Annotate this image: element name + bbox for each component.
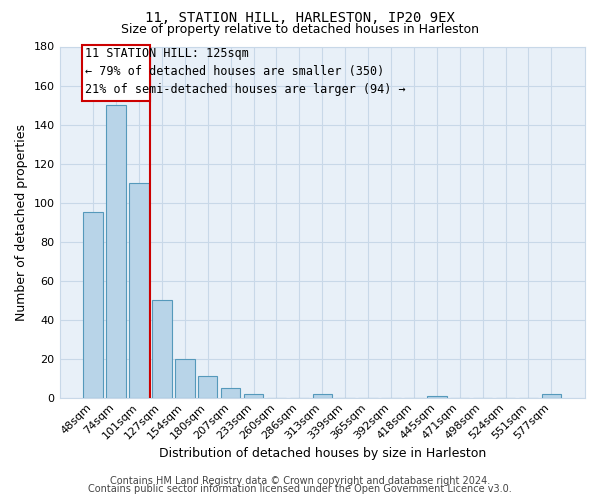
Text: Contains public sector information licensed under the Open Government Licence v3: Contains public sector information licen… — [88, 484, 512, 494]
Y-axis label: Number of detached properties: Number of detached properties — [15, 124, 28, 320]
Text: 11, STATION HILL, HARLESTON, IP20 9EX: 11, STATION HILL, HARLESTON, IP20 9EX — [145, 11, 455, 25]
Bar — [106, 105, 126, 398]
Bar — [221, 388, 241, 398]
FancyBboxPatch shape — [82, 44, 151, 101]
Text: 11 STATION HILL: 125sqm
← 79% of detached houses are smaller (350)
21% of semi-d: 11 STATION HILL: 125sqm ← 79% of detache… — [85, 48, 406, 96]
Bar — [427, 396, 446, 398]
Bar — [129, 183, 149, 398]
Bar — [83, 212, 103, 398]
Bar — [313, 394, 332, 398]
Text: Size of property relative to detached houses in Harleston: Size of property relative to detached ho… — [121, 22, 479, 36]
X-axis label: Distribution of detached houses by size in Harleston: Distribution of detached houses by size … — [158, 447, 486, 460]
Bar — [198, 376, 217, 398]
Text: Contains HM Land Registry data © Crown copyright and database right 2024.: Contains HM Land Registry data © Crown c… — [110, 476, 490, 486]
Bar — [175, 358, 194, 398]
Bar — [152, 300, 172, 398]
Bar — [244, 394, 263, 398]
Bar — [542, 394, 561, 398]
